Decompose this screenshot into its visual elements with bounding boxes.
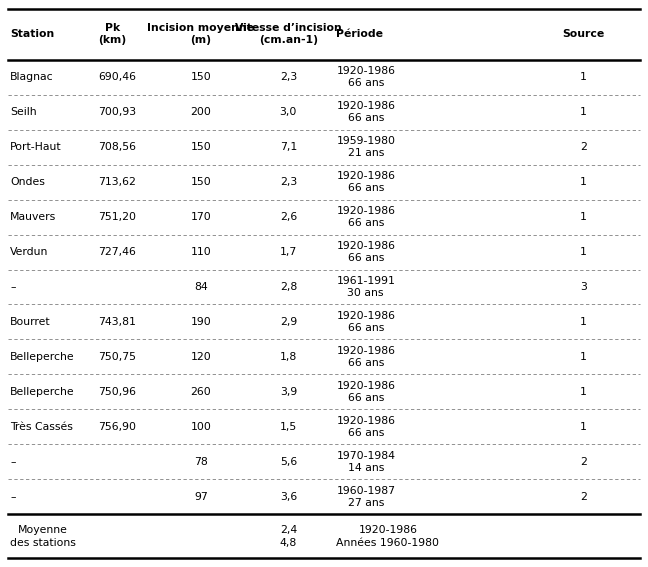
Text: 120: 120	[191, 352, 211, 362]
Text: 1: 1	[580, 177, 586, 187]
Text: Seilh: Seilh	[10, 107, 37, 117]
Text: 1920-1986
66 ans: 1920-1986 66 ans	[336, 380, 395, 403]
Text: 260: 260	[191, 387, 211, 397]
Text: 2: 2	[580, 457, 586, 467]
Text: 2,3: 2,3	[280, 72, 297, 82]
Text: Ondes: Ondes	[10, 177, 45, 187]
Text: Belleperche: Belleperche	[10, 387, 75, 397]
Text: 2: 2	[580, 492, 586, 502]
Text: Pk
(km): Pk (km)	[98, 23, 126, 45]
Text: Port-Haut: Port-Haut	[10, 142, 62, 152]
Text: 150: 150	[191, 177, 211, 187]
Text: 1: 1	[580, 107, 586, 117]
Text: 2,6: 2,6	[280, 212, 297, 222]
Text: 78: 78	[194, 457, 208, 467]
Text: 750,96: 750,96	[98, 387, 137, 397]
Text: 3,6: 3,6	[280, 492, 297, 502]
Text: 1: 1	[580, 247, 586, 257]
Text: 3,0: 3,0	[280, 107, 297, 117]
Text: 1920-1986
66 ans: 1920-1986 66 ans	[336, 171, 395, 193]
Text: 1,7: 1,7	[280, 247, 297, 257]
Text: 1,8: 1,8	[280, 352, 297, 362]
Text: 1920-1986
66 ans: 1920-1986 66 ans	[336, 206, 395, 229]
Text: 1: 1	[580, 212, 586, 222]
Text: 2,9: 2,9	[280, 317, 297, 327]
Text: 1960-1987
27 ans: 1960-1987 27 ans	[336, 486, 395, 508]
Text: 110: 110	[191, 247, 211, 257]
Text: 3: 3	[580, 282, 586, 292]
Text: 1: 1	[580, 317, 586, 327]
Text: 100: 100	[191, 422, 211, 432]
Text: 756,90: 756,90	[98, 422, 137, 432]
Text: 7,1: 7,1	[280, 142, 297, 152]
Text: 2,3: 2,3	[280, 177, 297, 187]
Text: 150: 150	[191, 72, 211, 82]
Text: 1920-1986
66 ans: 1920-1986 66 ans	[336, 66, 395, 88]
Text: 2,8: 2,8	[280, 282, 297, 292]
Text: 1,5: 1,5	[280, 422, 297, 432]
Text: –: –	[10, 492, 16, 502]
Text: 1961-1991
30 ans: 1961-1991 30 ans	[336, 276, 395, 298]
Text: Mauvers: Mauvers	[10, 212, 56, 222]
Text: 97: 97	[194, 492, 208, 502]
Text: 1: 1	[580, 422, 586, 432]
Text: 750,75: 750,75	[98, 352, 137, 362]
Text: 2: 2	[580, 142, 586, 152]
Text: 751,20: 751,20	[98, 212, 137, 222]
Text: 84: 84	[194, 282, 208, 292]
Text: 150: 150	[191, 142, 211, 152]
Text: 1920-1986
66 ans: 1920-1986 66 ans	[336, 311, 395, 333]
Text: 713,62: 713,62	[98, 177, 136, 187]
Text: 190: 190	[191, 317, 211, 327]
Text: 1970-1984
14 ans: 1970-1984 14 ans	[336, 451, 395, 473]
Text: 1920-1986
Années 1960-1980: 1920-1986 Années 1960-1980	[336, 525, 439, 548]
Text: 1: 1	[580, 72, 586, 82]
Text: 1920-1986
66 ans: 1920-1986 66 ans	[336, 241, 395, 263]
Text: 700,93: 700,93	[98, 107, 137, 117]
Text: Période: Période	[336, 29, 384, 39]
Text: 690,46: 690,46	[98, 72, 137, 82]
Text: 3,9: 3,9	[280, 387, 297, 397]
Text: Moyenne
des stations: Moyenne des stations	[10, 525, 76, 548]
Text: 1959-1980
21 ans: 1959-1980 21 ans	[336, 136, 395, 158]
Text: Blagnac: Blagnac	[10, 72, 54, 82]
Text: 743,81: 743,81	[98, 317, 136, 327]
Text: Station: Station	[10, 29, 54, 39]
Text: 727,46: 727,46	[98, 247, 136, 257]
Text: Bourret: Bourret	[10, 317, 51, 327]
Text: Source: Source	[562, 29, 605, 39]
Text: 170: 170	[191, 212, 211, 222]
Text: 5,6: 5,6	[280, 457, 297, 467]
Text: 200: 200	[191, 107, 211, 117]
Text: 1: 1	[580, 387, 586, 397]
Text: –: –	[10, 457, 16, 467]
Text: Belleperche: Belleperche	[10, 352, 75, 362]
Text: 1: 1	[580, 352, 586, 362]
Text: Très Cassés: Très Cassés	[10, 422, 73, 432]
Text: 1920-1986
66 ans: 1920-1986 66 ans	[336, 346, 395, 368]
Text: –: –	[10, 282, 16, 292]
Text: 2,4
4,8: 2,4 4,8	[280, 525, 297, 548]
Text: Vitesse d’incision
(cm.an-1): Vitesse d’incision (cm.an-1)	[235, 23, 341, 45]
Text: Incision moyenne
(m): Incision moyenne (m)	[147, 23, 255, 45]
Text: Verdun: Verdun	[10, 247, 49, 257]
Text: 708,56: 708,56	[98, 142, 137, 152]
Text: 1920-1986
66 ans: 1920-1986 66 ans	[336, 101, 395, 123]
Text: 1920-1986
66 ans: 1920-1986 66 ans	[336, 416, 395, 438]
